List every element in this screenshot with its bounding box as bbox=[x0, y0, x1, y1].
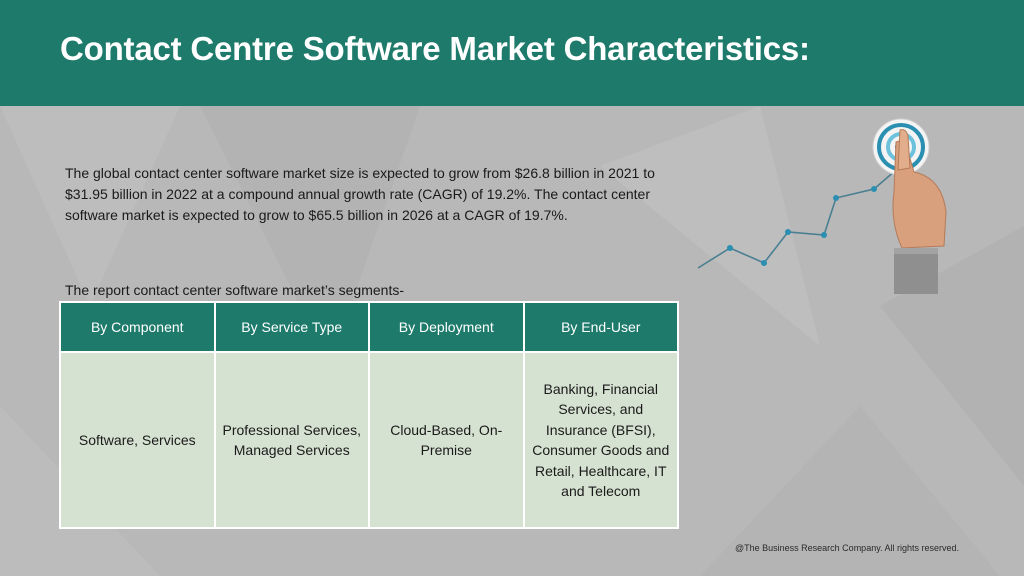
table-row: Software, Services Professional Services… bbox=[59, 351, 679, 529]
header-bar: Contact Centre Software Market Character… bbox=[0, 0, 1024, 106]
cell-service-type: Professional Services, Managed Services bbox=[213, 351, 370, 529]
table-header-row: By Component By Service Type By Deployme… bbox=[59, 301, 679, 353]
segments-table: By Component By Service Type By Deployme… bbox=[59, 301, 679, 529]
cell-end-user: Banking, Financial Services, and Insuran… bbox=[522, 351, 679, 529]
segments-label: The report contact center software marke… bbox=[65, 282, 404, 298]
column-header-service-type: By Service Type bbox=[213, 301, 370, 353]
growth-chart-target-icon bbox=[697, 118, 947, 294]
cell-deployment: Cloud-Based, On-Premise bbox=[368, 351, 525, 529]
column-header-component: By Component bbox=[59, 301, 216, 353]
intro-paragraph: The global contact center software marke… bbox=[65, 165, 655, 223]
column-header-deployment: By Deployment bbox=[368, 301, 525, 353]
copyright-footer: @The Business Research Company. All righ… bbox=[735, 543, 960, 553]
cell-component: Software, Services bbox=[59, 351, 216, 529]
background-decoration bbox=[0, 106, 1024, 576]
page-title: Contact Centre Software Market Character… bbox=[60, 30, 810, 67]
column-header-end-user: By End-User bbox=[522, 301, 679, 353]
